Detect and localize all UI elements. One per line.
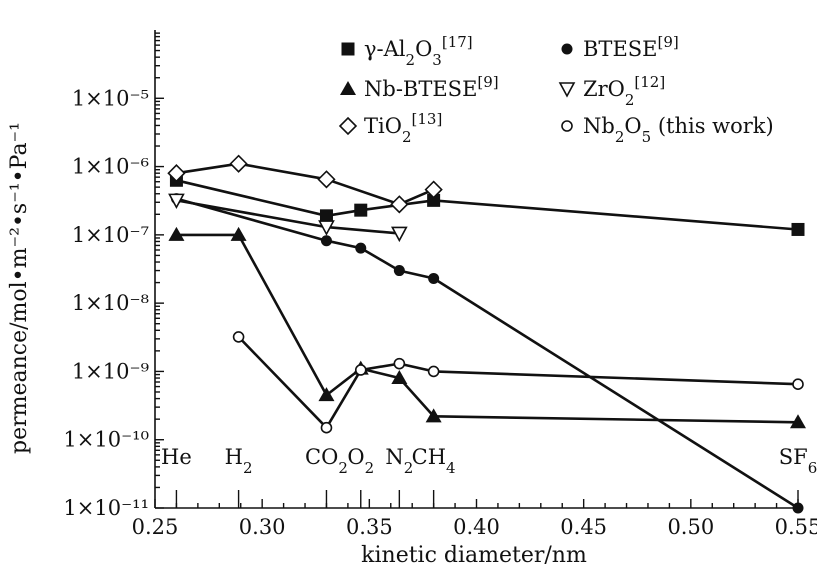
gas-label: CH4: [412, 445, 456, 477]
data-point: [318, 387, 335, 402]
data-point: [391, 226, 408, 243]
data-point: [792, 378, 804, 391]
x-axis-title: kinetic diameter/nm: [361, 543, 587, 568]
legend-entry: Nb-BTESE[9]: [340, 73, 499, 101]
series-line: [176, 233, 799, 424]
legend-label: TiO2[13]: [364, 110, 442, 146]
data-point: [427, 365, 440, 378]
legend-marker: [340, 81, 356, 95]
legend-label: ZrO2[12]: [583, 73, 665, 109]
data-point: [425, 408, 442, 423]
data-point: [230, 226, 247, 241]
legend-label: BTESE[9]: [583, 33, 679, 61]
y-tick-label: 1×10⁻⁸: [72, 291, 149, 315]
x-tick-label: 0.55: [775, 515, 817, 539]
series-5: [232, 331, 804, 434]
data-point: [319, 209, 333, 223]
y-tick-label: 1×10⁻⁵: [72, 86, 149, 110]
data-point: [424, 180, 443, 199]
y-tick-label: 1×10⁻¹¹: [63, 496, 149, 520]
data-point: [390, 195, 409, 214]
data-point: [428, 272, 440, 284]
data-point: [320, 235, 332, 247]
gas-label: CO2: [305, 445, 348, 477]
gas-label: O2: [347, 445, 374, 477]
series-4: [167, 154, 443, 214]
gas-label: H2: [225, 445, 253, 477]
data-point: [393, 265, 405, 277]
data-point: [320, 421, 333, 434]
data-point: [791, 222, 805, 236]
data-point: [355, 242, 367, 254]
y-tick-label: 1×10⁻⁶: [72, 155, 149, 179]
data-point: [354, 364, 367, 376]
y-tick-label: 1×10⁻⁹: [72, 359, 149, 383]
legend-marker: [558, 82, 576, 98]
x-tick-label: 0.35: [346, 515, 393, 539]
legend-label: Nb-BTESE[9]: [364, 73, 499, 101]
legend-marker: [561, 120, 573, 132]
series-line: [237, 335, 799, 430]
legend-entry: ZrO2[12]: [558, 73, 665, 109]
data-point: [427, 193, 441, 207]
y-tick-label: 1×10⁻⁷: [72, 223, 149, 247]
legend: γ-Al2O3[17] BTESE[9] Nb-BTESE[9] ZrO2[12] Ti…: [338, 33, 774, 146]
data-point: [792, 502, 804, 514]
data-point: [229, 154, 248, 173]
series-line: [176, 197, 799, 510]
series-line: [176, 162, 435, 206]
gas-label: N2: [385, 445, 413, 477]
legend-label: Nb2O5 (this work): [583, 114, 774, 146]
x-tick-label: 0.50: [667, 515, 714, 539]
data-point: [354, 203, 368, 217]
legend-marker: [341, 42, 355, 56]
legend-entry: BTESE[9]: [561, 33, 679, 61]
data-point: [167, 164, 186, 183]
legend-entry: γ-Al2O3[17]: [341, 33, 473, 69]
series-2: [168, 226, 806, 429]
gas-label: SF6: [779, 445, 817, 477]
legend-marker: [338, 116, 358, 136]
data-point: [391, 370, 408, 385]
legend-marker: [561, 43, 573, 55]
series-layer: [167, 154, 806, 514]
axes: 1×10⁻¹¹ 1×10⁻¹⁰ 1×10⁻⁹ 1×10⁻⁸ 1×10⁻⁷ 1×10⁻⁶ 1×…: [63, 30, 817, 539]
x-tick-label: 0.40: [453, 515, 500, 539]
y-axis-title: permeance/mol•m⁻²•s⁻¹•Pa⁻¹: [7, 122, 32, 454]
data-point: [318, 220, 335, 236]
gas-label: He: [161, 445, 192, 469]
series-line: [176, 179, 799, 231]
x-tick-label: 0.45: [560, 515, 607, 539]
x-tick-label: 0.30: [239, 515, 286, 539]
legend-entry: TiO2[13]: [338, 110, 442, 146]
data-point: [168, 226, 185, 241]
data-point: [790, 414, 806, 429]
data-point: [168, 193, 185, 210]
data-point: [317, 170, 336, 189]
y-tick-label: 1×10⁻¹⁰: [63, 428, 149, 452]
legend-label: γ-Al2O3[17]: [364, 33, 473, 69]
series-1: [170, 193, 804, 514]
data-point: [232, 331, 245, 343]
series-0: [169, 173, 805, 236]
data-point: [393, 357, 406, 370]
series-3: [168, 193, 408, 243]
legend-entry: Nb2O5 (this work): [561, 114, 774, 146]
x-tick-label: 0.25: [132, 515, 179, 539]
